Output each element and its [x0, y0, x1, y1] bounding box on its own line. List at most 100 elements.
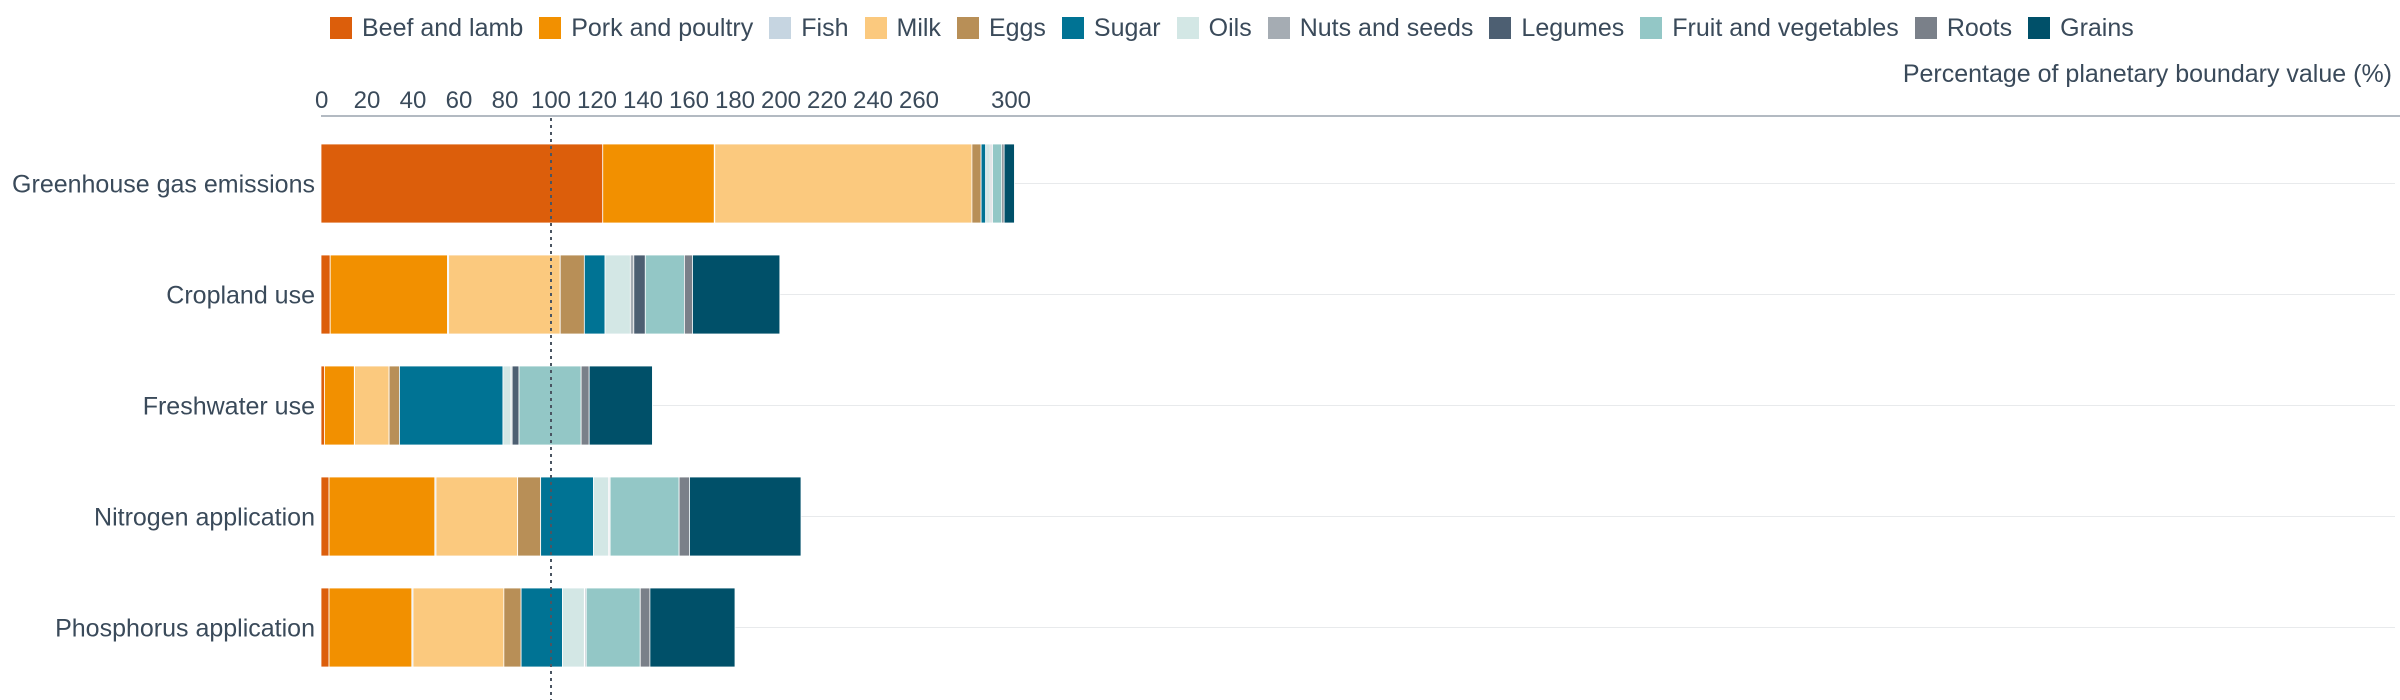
- bar-segment-phosphorus-application-eggs: [503, 587, 522, 668]
- bar-segment-freshwater-use-legumes: [511, 365, 520, 446]
- bar-segment-phosphorus-application-milk: [412, 587, 505, 668]
- x-tick-label: 220: [807, 87, 847, 114]
- bar-segment-greenhouse-gas-emissions-fruit-and-vegetables: [992, 143, 1003, 224]
- legend-item-grains: Grains: [2028, 14, 2134, 43]
- bar-segment-nitrogen-application-oils: [593, 476, 609, 557]
- bar-segment-freshwater-use-grains: [588, 365, 653, 446]
- bar-segment-phosphorus-application-fruit-and-vegetables: [585, 587, 641, 668]
- legend-label: Fish: [801, 13, 849, 42]
- bar-segment-nitrogen-application-fruit-and-vegetables: [609, 476, 680, 557]
- bar-segment-nitrogen-application-beef-and-lamb: [320, 476, 330, 557]
- legend-swatch: [864, 17, 887, 39]
- bar-segment-cropland-use-milk: [448, 254, 561, 335]
- bar-segment-greenhouse-gas-emissions-sugar: [980, 143, 987, 224]
- bar-segment-nitrogen-application-sugar: [540, 476, 594, 557]
- bar-segment-nitrogen-application-eggs: [517, 476, 542, 557]
- bar-segment-phosphorus-application-beef-and-lamb: [320, 587, 330, 668]
- bar-segment-nitrogen-application-pork-and-poultry: [328, 476, 436, 557]
- x-axis-title: Percentage of planetary boundary value (…: [1903, 60, 2392, 88]
- legend-label: Nuts and seeds: [1299, 13, 1474, 42]
- category-label-freshwater-use: Freshwater use: [143, 393, 315, 421]
- category-label-greenhouse-gas-emissions: Greenhouse gas emissions: [12, 171, 315, 199]
- bar-segment-freshwater-use-oils: [502, 365, 512, 446]
- bar-segment-nitrogen-application-milk: [435, 476, 519, 557]
- legend-item-roots: Roots: [1914, 13, 2013, 43]
- x-tick-label: 180: [715, 87, 755, 114]
- bar-segment-cropland-use-beef-and-lamb: [320, 254, 331, 335]
- bar-segment-cropland-use-grains: [692, 254, 781, 335]
- category-label-nitrogen-application: Nitrogen application: [94, 504, 315, 532]
- bar-segment-cropland-use-roots: [684, 254, 693, 335]
- bar-segment-cropland-use-sugar: [583, 254, 606, 335]
- legend-swatch: [1176, 17, 1199, 39]
- x-tick-label: 120: [577, 87, 617, 114]
- bar-segment-phosphorus-application-pork-and-poultry: [328, 587, 413, 668]
- legend-swatch: [539, 17, 562, 39]
- legend-item-legumes: Legumes: [1489, 14, 1624, 43]
- legend-label: Fruit and vegetables: [1672, 13, 1899, 42]
- legend-swatch: [1061, 17, 1084, 39]
- legend-item-nuts-and-seeds: Nuts and seeds: [1267, 13, 1474, 43]
- x-tick-label: 160: [669, 87, 709, 114]
- legend-item-pork-and-poultry: Pork and poultry: [539, 14, 753, 43]
- x-tick-label: 80: [492, 87, 519, 114]
- legend-label: Grains: [2060, 13, 2134, 42]
- legend-swatch: [330, 17, 352, 39]
- bar-segment-greenhouse-gas-emissions-pork-and-poultry: [602, 143, 715, 224]
- x-tick-label: 0: [315, 87, 328, 114]
- x-tick-label: 240: [853, 87, 893, 114]
- legend-swatch: [1489, 17, 1512, 39]
- legend-item-fruit-and-vegetables: Fruit and vegetables: [1640, 14, 1899, 43]
- legend-swatch: [1267, 17, 1290, 39]
- bar-segment-cropland-use-eggs: [559, 254, 585, 335]
- legend-label: Sugar: [1093, 13, 1161, 42]
- x-tick-label: 260: [899, 87, 939, 114]
- bar-segment-greenhouse-gas-emissions-milk: [714, 143, 973, 224]
- legend-item-beef-and-lamb: Beef and lamb: [330, 14, 523, 43]
- legend-item-sugar: Sugar: [1061, 13, 1161, 43]
- legend-swatch: [769, 17, 792, 39]
- legend-swatch: [2028, 17, 2051, 39]
- bar-segment-phosphorus-application-roots: [639, 587, 651, 668]
- bar-segment-phosphorus-application-oils: [562, 587, 585, 668]
- legend-item-oils: Oils: [1176, 14, 1252, 43]
- bar-segment-freshwater-use-milk: [354, 365, 390, 446]
- legend-label: Milk: [896, 13, 941, 42]
- legend-item-fish: Fish: [769, 13, 849, 43]
- bar-segment-cropland-use-legumes: [633, 254, 646, 335]
- bar-segment-freshwater-use-sugar: [399, 365, 504, 446]
- legend-label: Beef and lamb: [362, 13, 524, 42]
- x-tick-label: 200: [761, 87, 801, 114]
- bar-segment-greenhouse-gas-emissions-beef-and-lamb: [320, 143, 604, 224]
- legend-label: Legumes: [1521, 13, 1625, 42]
- x-tick-label: 300: [991, 87, 1031, 114]
- legend-swatch: [1640, 17, 1663, 39]
- category-label-phosphorus-application: Phosphorus application: [55, 615, 315, 643]
- x-tick-label: 20: [354, 87, 381, 114]
- legend-label: Roots: [1946, 13, 2013, 42]
- bar-segment-freshwater-use-pork-and-poultry: [324, 365, 355, 446]
- bar-segment-freshwater-use-beef-and-lamb: [320, 365, 325, 446]
- category-label-cropland-use: Cropland use: [166, 282, 315, 310]
- legend-swatch: [956, 17, 979, 39]
- bar-segment-freshwater-use-roots: [580, 365, 590, 446]
- legend-label: Eggs: [988, 13, 1046, 42]
- x-tick-label: 140: [623, 87, 663, 114]
- bar-segment-cropland-use-pork-and-poultry: [329, 254, 448, 335]
- bar-segment-cropland-use-oils: [604, 254, 631, 335]
- x-tick-label: 100: [531, 87, 571, 114]
- legend-item-eggs: Eggs: [956, 13, 1046, 43]
- bar-segment-nitrogen-application-roots: [678, 476, 690, 557]
- bar-segment-greenhouse-gas-emissions-oils: [985, 143, 991, 224]
- legend-label: Pork and poultry: [571, 13, 754, 42]
- bar-segment-phosphorus-application-grains: [649, 587, 736, 668]
- legend-item-milk: Milk: [864, 13, 941, 43]
- bar-segment-greenhouse-gas-emissions-eggs: [971, 143, 982, 224]
- bar-segment-freshwater-use-eggs: [388, 365, 400, 446]
- bar-segment-nitrogen-application-grains: [689, 476, 802, 557]
- legend-swatch: [1914, 17, 1937, 39]
- x-tick-label: 60: [446, 87, 473, 114]
- bar-segment-phosphorus-application-sugar: [520, 587, 563, 668]
